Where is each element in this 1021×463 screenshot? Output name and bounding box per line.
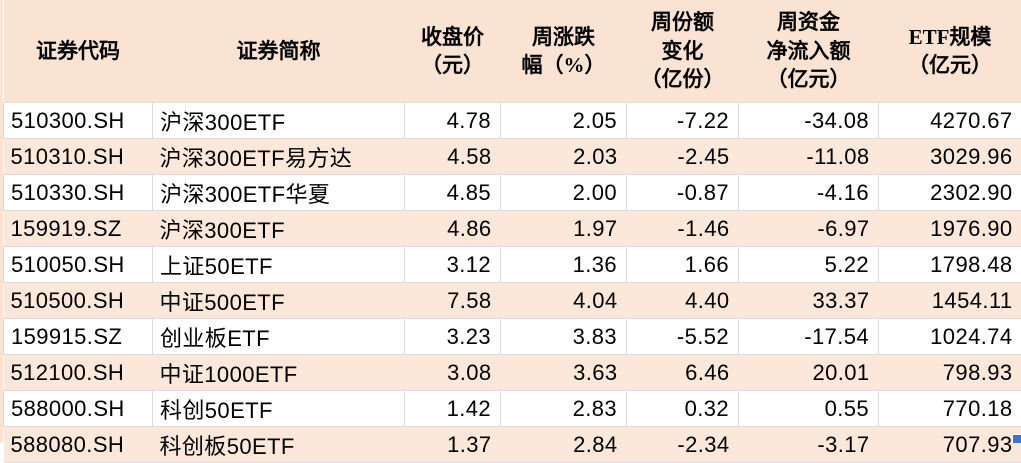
cell-share-change[interactable]: -5.52	[627, 319, 739, 355]
column-header-net-inflow[interactable]: 周资金 净流入额 （亿元）	[739, 0, 879, 103]
cell-net-inflow[interactable]: 5.22	[739, 247, 879, 283]
cell-share-change[interactable]: 0.32	[627, 391, 739, 427]
cell-name[interactable]: 沪深300ETF易方达	[153, 139, 405, 175]
data-table: 证券代码 证券简称 收盘价 （元） 周涨跌 幅（%） 周份额 变化 （亿份） 周…	[3, 0, 1021, 463]
cell-weekly-change-pct[interactable]: 1.36	[501, 247, 627, 283]
cell-close-price[interactable]: 7.58	[405, 283, 501, 319]
column-header-close-price[interactable]: 收盘价 （元）	[405, 0, 501, 103]
cell-etf-scale[interactable]: 4270.67	[879, 103, 1021, 139]
cell-weekly-change-pct[interactable]: 2.83	[501, 391, 627, 427]
cell-close-price[interactable]: 3.23	[405, 319, 501, 355]
etf-weekly-table: 证券代码 证券简称 收盘价 （元） 周涨跌 幅（%） 周份额 变化 （亿份） 周…	[0, 0, 1021, 443]
cell-code[interactable]: 510330.SH	[4, 175, 153, 211]
cell-code[interactable]: 510310.SH	[4, 139, 153, 175]
cell-net-inflow[interactable]: -6.97	[739, 211, 879, 247]
table-header: 证券代码 证券简称 收盘价 （元） 周涨跌 幅（%） 周份额 变化 （亿份） 周…	[4, 0, 1021, 103]
cell-close-price[interactable]: 4.86	[405, 211, 501, 247]
column-header-name[interactable]: 证券简称	[153, 0, 405, 103]
cell-code[interactable]: 510500.SH	[4, 283, 153, 319]
cell-net-inflow[interactable]: -34.08	[739, 103, 879, 139]
cell-etf-scale[interactable]: 1454.11	[879, 283, 1021, 319]
cell-name[interactable]: 沪深300ETF华夏	[153, 175, 405, 211]
cell-weekly-change-pct[interactable]: 2.00	[501, 175, 627, 211]
cell-weekly-change-pct[interactable]: 2.05	[501, 103, 627, 139]
cell-share-change[interactable]: -7.22	[627, 103, 739, 139]
cell-weekly-change-pct[interactable]: 2.03	[501, 139, 627, 175]
cell-close-price[interactable]: 4.58	[405, 139, 501, 175]
cell-name[interactable]: 创业板ETF	[153, 319, 405, 355]
cell-close-price[interactable]: 1.42	[405, 391, 501, 427]
cell-code[interactable]: 510050.SH	[4, 247, 153, 283]
cell-weekly-change-pct[interactable]: 4.04	[501, 283, 627, 319]
cell-share-change[interactable]: 1.66	[627, 247, 739, 283]
cell-name[interactable]: 沪深300ETF	[153, 103, 405, 139]
cell-etf-scale[interactable]: 707.93	[879, 427, 1021, 463]
cell-net-inflow[interactable]: -4.16	[739, 175, 879, 211]
cell-close-price[interactable]: 1.37	[405, 427, 501, 463]
cell-close-price[interactable]: 4.85	[405, 175, 501, 211]
column-header-share-change[interactable]: 周份额 变化 （亿份）	[627, 0, 739, 103]
cell-net-inflow[interactable]: 33.37	[739, 283, 879, 319]
cell-share-change[interactable]: -0.87	[627, 175, 739, 211]
cell-weekly-change-pct[interactable]: 3.83	[501, 319, 627, 355]
cell-weekly-change-pct[interactable]: 1.97	[501, 211, 627, 247]
cell-net-inflow[interactable]: 0.55	[739, 391, 879, 427]
column-header-etf-scale[interactable]: ETF规模 （亿元）	[879, 0, 1021, 103]
cell-weekly-change-pct[interactable]: 3.63	[501, 355, 627, 391]
cell-code[interactable]: 588080.SH	[4, 427, 153, 463]
cell-code[interactable]: 512100.SH	[4, 355, 153, 391]
cell-close-price[interactable]: 4.78	[405, 103, 501, 139]
column-header-code[interactable]: 证券代码	[4, 0, 153, 103]
cell-net-inflow[interactable]: -17.54	[739, 319, 879, 355]
cell-code[interactable]: 588000.SH	[4, 391, 153, 427]
cell-share-change[interactable]: 4.40	[627, 283, 739, 319]
cell-name[interactable]: 沪深300ETF	[153, 211, 405, 247]
cell-name[interactable]: 中证1000ETF	[153, 355, 405, 391]
cell-share-change[interactable]: 6.46	[627, 355, 739, 391]
cell-weekly-change-pct[interactable]: 2.84	[501, 427, 627, 463]
header-row: 证券代码 证券简称 收盘价 （元） 周涨跌 幅（%） 周份额 变化 （亿份） 周…	[4, 0, 1021, 103]
column-header-weekly-change-pct[interactable]: 周涨跌 幅（%）	[501, 0, 627, 103]
cell-name[interactable]: 中证500ETF	[153, 283, 405, 319]
cell-close-price[interactable]: 3.12	[405, 247, 501, 283]
cell-net-inflow[interactable]: -11.08	[739, 139, 879, 175]
cell-etf-scale[interactable]: 798.93	[879, 355, 1021, 391]
cell-etf-scale[interactable]: 770.18	[879, 391, 1021, 427]
cell-etf-scale[interactable]: 2302.90	[879, 175, 1021, 211]
cell-close-price[interactable]: 3.08	[405, 355, 501, 391]
cell-etf-scale[interactable]: 3029.96	[879, 139, 1021, 175]
cell-code[interactable]: 510300.SH	[4, 103, 153, 139]
cell-etf-scale[interactable]: 1798.48	[879, 247, 1021, 283]
cell-share-change[interactable]: -2.34	[627, 427, 739, 463]
cell-code[interactable]: 159919.SZ	[4, 211, 153, 247]
cell-share-change[interactable]: -1.46	[627, 211, 739, 247]
cell-etf-scale[interactable]: 1976.90	[879, 211, 1021, 247]
excel-fill-handle[interactable]	[1012, 434, 1021, 443]
cell-name[interactable]: 科创板50ETF	[153, 427, 405, 463]
cell-etf-scale[interactable]: 1024.74	[879, 319, 1021, 355]
cell-net-inflow[interactable]: -3.17	[739, 427, 879, 463]
cell-share-change[interactable]: -2.45	[627, 139, 739, 175]
cell-name[interactable]: 上证50ETF	[153, 247, 405, 283]
cell-code[interactable]: 159915.SZ	[4, 319, 153, 355]
cell-name[interactable]: 科创50ETF	[153, 391, 405, 427]
cell-net-inflow[interactable]: 20.01	[739, 355, 879, 391]
